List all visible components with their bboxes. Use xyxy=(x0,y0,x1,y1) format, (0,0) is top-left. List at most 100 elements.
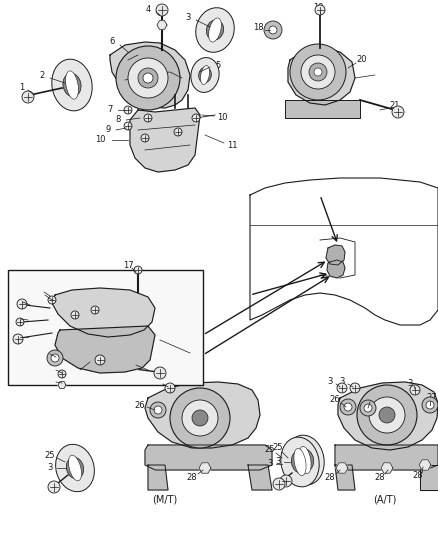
Circle shape xyxy=(269,26,277,34)
Circle shape xyxy=(426,401,434,409)
Circle shape xyxy=(91,306,99,314)
Ellipse shape xyxy=(294,448,306,475)
Circle shape xyxy=(71,311,79,319)
Polygon shape xyxy=(336,463,348,473)
Text: 16: 16 xyxy=(75,370,85,379)
Polygon shape xyxy=(327,260,345,278)
Polygon shape xyxy=(335,465,355,490)
Text: 20: 20 xyxy=(357,55,367,64)
Text: (A/T): (A/T) xyxy=(373,495,397,505)
Circle shape xyxy=(280,475,292,487)
Polygon shape xyxy=(145,445,272,470)
Circle shape xyxy=(360,400,376,416)
Circle shape xyxy=(48,296,56,304)
Polygon shape xyxy=(110,42,190,108)
Circle shape xyxy=(124,106,132,114)
Ellipse shape xyxy=(206,20,224,40)
Ellipse shape xyxy=(286,435,324,485)
Circle shape xyxy=(17,299,27,309)
Text: 8: 8 xyxy=(115,116,121,125)
Polygon shape xyxy=(419,460,431,470)
Circle shape xyxy=(154,367,166,379)
Ellipse shape xyxy=(63,74,81,96)
Text: 21: 21 xyxy=(390,101,400,109)
Text: 26: 26 xyxy=(330,395,340,405)
Polygon shape xyxy=(199,463,211,473)
Ellipse shape xyxy=(297,449,314,471)
Text: 3: 3 xyxy=(327,377,333,386)
Text: 25: 25 xyxy=(45,450,55,459)
Circle shape xyxy=(170,388,230,448)
Text: 3: 3 xyxy=(339,377,345,386)
Polygon shape xyxy=(381,463,393,473)
Text: 3: 3 xyxy=(155,377,161,386)
Text: 3: 3 xyxy=(407,379,413,389)
Text: 18: 18 xyxy=(253,23,263,33)
Circle shape xyxy=(379,407,395,423)
Circle shape xyxy=(141,134,149,142)
Ellipse shape xyxy=(56,445,94,492)
Text: 22: 22 xyxy=(43,364,53,373)
Polygon shape xyxy=(335,445,438,470)
Ellipse shape xyxy=(66,71,78,99)
Circle shape xyxy=(95,355,105,365)
Ellipse shape xyxy=(68,455,81,481)
Circle shape xyxy=(134,266,142,274)
Polygon shape xyxy=(58,382,66,389)
Circle shape xyxy=(315,5,325,15)
Text: 28: 28 xyxy=(325,473,336,482)
Circle shape xyxy=(192,114,200,122)
Text: 28: 28 xyxy=(374,473,385,482)
Polygon shape xyxy=(72,344,125,377)
Circle shape xyxy=(357,385,417,445)
Text: 17: 17 xyxy=(123,261,133,270)
Circle shape xyxy=(47,350,63,366)
Polygon shape xyxy=(157,21,167,29)
Text: 27: 27 xyxy=(427,393,437,402)
Ellipse shape xyxy=(299,447,311,474)
Text: 26: 26 xyxy=(135,400,145,409)
Circle shape xyxy=(392,106,404,118)
Text: 1: 1 xyxy=(19,84,25,93)
Circle shape xyxy=(309,63,327,81)
Circle shape xyxy=(144,114,152,122)
Ellipse shape xyxy=(201,66,209,85)
Polygon shape xyxy=(420,465,438,490)
Ellipse shape xyxy=(66,457,84,479)
Polygon shape xyxy=(326,245,345,265)
Text: 3: 3 xyxy=(47,464,53,472)
Circle shape xyxy=(128,58,168,98)
Text: 28: 28 xyxy=(187,473,197,482)
Circle shape xyxy=(16,318,24,326)
Text: 28: 28 xyxy=(413,472,423,481)
Polygon shape xyxy=(148,465,168,490)
Text: 27: 27 xyxy=(369,395,379,405)
Text: 23: 23 xyxy=(42,377,53,386)
Text: 11: 11 xyxy=(193,351,203,359)
Circle shape xyxy=(13,334,23,344)
Circle shape xyxy=(174,128,182,136)
Circle shape xyxy=(48,481,60,493)
Circle shape xyxy=(264,21,282,39)
Ellipse shape xyxy=(199,67,212,83)
Polygon shape xyxy=(288,48,355,105)
Text: 25: 25 xyxy=(265,446,275,455)
Ellipse shape xyxy=(52,59,92,111)
Circle shape xyxy=(91,355,105,369)
Text: 19: 19 xyxy=(313,4,323,12)
Circle shape xyxy=(154,406,162,414)
Circle shape xyxy=(301,55,335,89)
Ellipse shape xyxy=(196,7,234,52)
Polygon shape xyxy=(145,382,260,448)
Ellipse shape xyxy=(191,58,219,92)
Circle shape xyxy=(410,385,420,395)
Bar xyxy=(8,270,203,385)
Ellipse shape xyxy=(281,437,319,487)
Circle shape xyxy=(22,91,34,103)
Text: 6: 6 xyxy=(110,37,115,46)
Circle shape xyxy=(273,478,285,490)
Text: 15: 15 xyxy=(7,330,17,340)
Text: 3: 3 xyxy=(185,13,191,22)
Polygon shape xyxy=(248,465,272,490)
Text: 3: 3 xyxy=(267,459,273,469)
